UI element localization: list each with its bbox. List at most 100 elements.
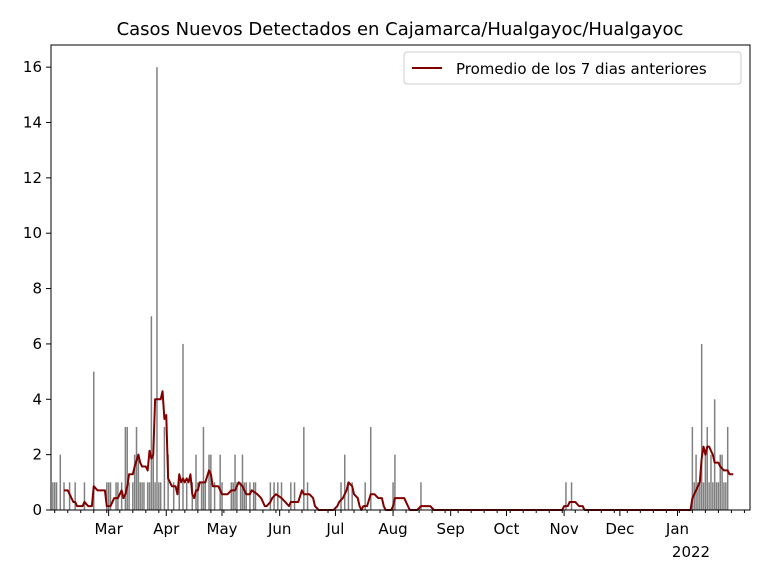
- bar-2022-01-11: [695, 454, 697, 510]
- x-tick-label-nov: Nov: [549, 520, 578, 538]
- bar-2021-04-21: [202, 426, 205, 510]
- x-axis: 2022 Mar Apr May Jun Jul Aug Sep Oct Nov Dec Jan: [54, 510, 745, 561]
- series-line-0: [64, 390, 734, 511]
- y-tick-label-12: 12: [23, 169, 42, 187]
- x-year-label: 2022: [672, 543, 710, 561]
- bar-2021-04-20: [200, 482, 203, 510]
- x-tick-label-oct: Oct: [493, 520, 519, 538]
- bars-layer: [52, 67, 729, 510]
- bar-2022-01-23: [717, 482, 720, 510]
- bar-2021-04-08: [178, 482, 181, 510]
- y-tick-label-10: 10: [23, 224, 42, 242]
- bar-2021-03-20: [143, 482, 145, 510]
- legend-label: Promedio de los 7 dias anteriores: [456, 60, 707, 78]
- x-tick-label-jul: Jul: [325, 520, 344, 538]
- bar-2022-01-16: [704, 454, 707, 510]
- bar-2021-03-15: [133, 454, 136, 510]
- y-tick-label-6: 6: [32, 335, 42, 353]
- bar-2021-05-19: [254, 482, 257, 510]
- bar-2022-01-12: [697, 482, 699, 510]
- bar-2021-05-18: [252, 482, 255, 510]
- bar-2022-01-13: [699, 482, 701, 510]
- bar-2021-04-22: [204, 482, 207, 510]
- x-tick-label-may: May: [207, 520, 238, 538]
- bar-2021-03-18: [139, 482, 141, 510]
- bar-2021-06-09: [293, 482, 296, 510]
- bar-2022-01-27: [725, 482, 727, 510]
- bar-2021-03-12: [128, 482, 130, 510]
- y-tick-label-16: 16: [23, 58, 42, 76]
- bar-2021-05-06: [230, 482, 233, 510]
- bar-2022-01-22: [715, 482, 718, 510]
- bar-2021-05-01: [221, 482, 223, 510]
- bar-2021-04-02: [167, 454, 169, 510]
- bar-2021-06-14: [303, 426, 305, 510]
- y-axis: 0 2 4 6 8 10 12 14 16: [23, 58, 51, 519]
- bar-2021-02-01: [55, 482, 58, 510]
- line-layer: [64, 390, 734, 511]
- bar-2022-01-18: [708, 482, 710, 510]
- bar-2021-03-19: [141, 482, 143, 510]
- y-tick-label-4: 4: [32, 390, 42, 408]
- bar-2021-07-10: [351, 482, 353, 510]
- x-tick-label-sep: Sep: [437, 520, 465, 538]
- bar-2021-01-31: [53, 482, 56, 510]
- bar-2021-01-30: [52, 482, 54, 510]
- bar-2022-01-24: [719, 454, 721, 510]
- bar-2021-11-02: [565, 482, 567, 510]
- bar-2021-05-08: [234, 454, 236, 510]
- legend-box: [403, 51, 742, 85]
- bar-2022-01-15: [702, 482, 705, 510]
- bar-2021-03-27: [156, 67, 158, 510]
- bar-2022-01-14: [700, 343, 703, 510]
- bar-2022-01-19: [710, 454, 712, 510]
- bar-2021-05-16: [249, 482, 251, 510]
- bar-2021-08-01: [392, 482, 394, 510]
- bar-2021-06-07: [290, 482, 292, 510]
- bar-2021-02-28: [106, 482, 108, 510]
- bar-2022-01-09: [691, 426, 694, 510]
- bar-2021-02-21: [93, 371, 95, 510]
- bar-2021-08-16: [420, 482, 422, 510]
- bar-2021-03-10: [124, 426, 127, 510]
- bar-2021-03-08: [120, 482, 123, 510]
- legend: Promedio de los 7 dias anteriores: [403, 51, 742, 85]
- bar-2021-05-11: [239, 482, 242, 510]
- bar-2021-04-30: [219, 454, 221, 510]
- bar-2021-04-05: [172, 482, 175, 510]
- bar-2021-03-11: [126, 426, 128, 510]
- bar-2021-03-02: [109, 482, 112, 510]
- bar-2021-06-16: [306, 482, 309, 510]
- bar-2022-01-25: [721, 454, 723, 510]
- plot-frame: [50, 44, 751, 511]
- bar-2021-03-31: [163, 426, 166, 510]
- bar-2021-02-05: [63, 482, 65, 510]
- bar-2021-04-17: [195, 454, 197, 510]
- bar-2021-08-02: [394, 454, 396, 510]
- bar-2021-03-17: [137, 454, 140, 510]
- y-tick-label-2: 2: [32, 446, 42, 464]
- bar-2021-03-05: [115, 482, 117, 510]
- bar-2021-06-02: [280, 482, 283, 510]
- bar-2021-07-08: [347, 482, 350, 510]
- x-tick-label-jan: Jan: [665, 520, 689, 538]
- y-tick-label-8: 8: [32, 280, 42, 298]
- bar-2021-11-05: [570, 482, 573, 510]
- bar-2021-07-20: [370, 426, 372, 510]
- bar-2021-03-23: [148, 482, 151, 510]
- x-tick-label-jun: Jun: [267, 520, 291, 538]
- bar-2021-04-24: [208, 454, 210, 510]
- bar-2021-03-25: [152, 454, 154, 510]
- y-tick-label-0: 0: [32, 501, 42, 519]
- bar-2022-01-28: [726, 426, 729, 510]
- chart-title: Casos Nuevos Detectados en Cajamarca/Hua…: [117, 19, 684, 40]
- bar-2021-05-27: [269, 482, 272, 510]
- bar-2021-04-25: [210, 454, 212, 510]
- bar-2021-03-28: [158, 482, 160, 510]
- bar-2021-03-29: [159, 482, 162, 510]
- bar-2022-01-26: [723, 482, 725, 510]
- x-tick-label-aug: Aug: [378, 520, 407, 538]
- bar-2021-05-09: [236, 482, 238, 510]
